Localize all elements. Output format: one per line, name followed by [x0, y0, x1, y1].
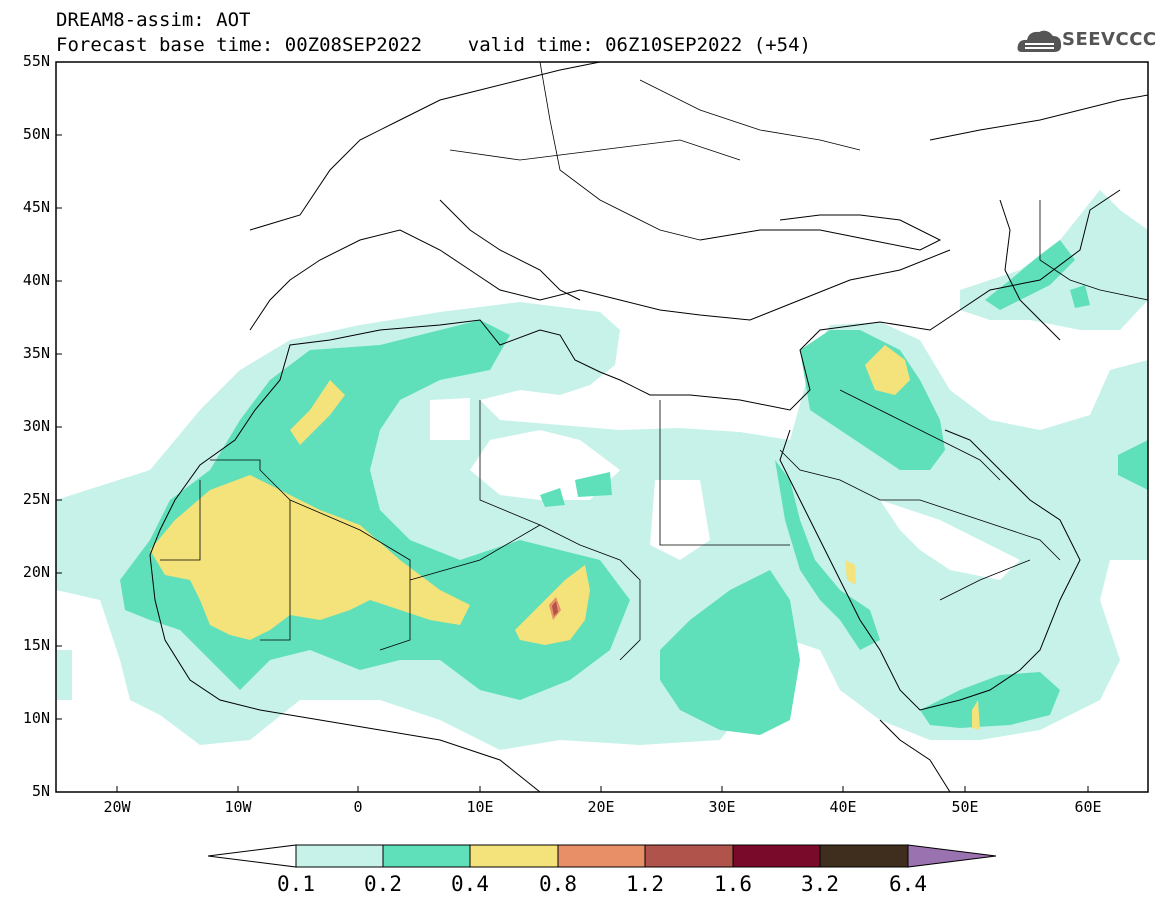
lon-tick-label: 20W: [103, 798, 131, 816]
forecast-time-subtitle: Forecast base time: 00Z08SEP2022 valid t…: [56, 34, 811, 56]
lon-tick-label: 30E: [708, 798, 736, 816]
logo-text: SEEVCCC: [1062, 29, 1157, 50]
coastlines: [149, 62, 1148, 792]
colorbar-segment: [382, 844, 471, 868]
colorbar-low-arrow: [207, 844, 297, 868]
lat-tick-label: 35N: [22, 344, 50, 362]
lat-tick-label: 10N: [22, 709, 50, 727]
lat-tick-label: 50N: [22, 125, 50, 143]
aot-contours: [56, 62, 1148, 792]
seevccc-logo-icon: [1017, 30, 1062, 52]
colorbar-segment: [469, 844, 559, 868]
lat-tick-label: 40N: [22, 271, 50, 289]
colorbar-label: 0.2: [364, 872, 402, 896]
lon-tick-label: 60E: [1074, 798, 1102, 816]
lon-tick-label: 40E: [829, 798, 857, 816]
lat-tick-label: 20N: [22, 563, 50, 581]
colorbar-label: 3.2: [801, 872, 839, 896]
colorbar-segment: [295, 844, 384, 868]
colorbar: [207, 844, 997, 868]
colorbar-label: 6.4: [889, 872, 927, 896]
lat-tick-label: 5N: [31, 782, 50, 800]
colorbar-label: 0.4: [451, 872, 489, 896]
lon-tick-label: 50E: [951, 798, 979, 816]
lat-tick-label: 30N: [22, 417, 50, 435]
lon-tick-label: 20E: [587, 798, 615, 816]
colorbar-segment: [644, 844, 734, 868]
country-borders: [160, 62, 1148, 661]
lon-tick-label: 10E: [466, 798, 494, 816]
colorbar-high-arrow: [907, 844, 997, 868]
axis-ticks: [56, 134, 1089, 792]
lat-tick-label: 15N: [22, 636, 50, 654]
lon-tick-label: 10W: [224, 798, 252, 816]
map-title: DREAM8-assim: AOT: [56, 9, 251, 31]
colorbar-segment: [819, 844, 909, 868]
colorbar-segment: [732, 844, 821, 868]
colorbar-label: 0.1: [277, 872, 315, 896]
lat-tick-label: 25N: [22, 490, 50, 508]
colorbar-label: 0.8: [539, 872, 577, 896]
lon-tick-label: 0: [353, 798, 363, 816]
aot-layer-1.2: [552, 601, 558, 616]
colorbar-label: 1.6: [714, 872, 752, 896]
lat-tick-label: 45N: [22, 198, 50, 216]
lat-tick-label: 55N: [22, 52, 50, 70]
colorbar-label: 1.2: [626, 872, 664, 896]
colorbar-segment: [557, 844, 646, 868]
